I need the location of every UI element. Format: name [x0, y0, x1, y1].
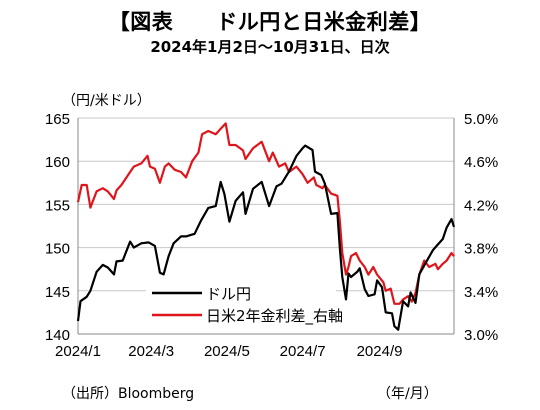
series-line-spread [76, 122, 455, 305]
grid-lines [78, 117, 454, 292]
y-right-tick-label: 3.0% [464, 327, 498, 344]
y-left-tick-label: 140 [45, 327, 70, 344]
y-left-tick-label: 145 [45, 284, 70, 301]
y-left-tick-label: 165 [45, 111, 70, 128]
chart-title: 【図表 ドル円と日米金利差】 [108, 10, 432, 34]
tick-labels: 140 145 150 155 160 165 3.0% 3.4% 3.8% 4.2% 4.6% 5.… [45, 111, 498, 360]
y-right-tick-label: 3.4% [464, 284, 498, 301]
chart-subtitle: 2024年1月2日～10月31日、日次 [150, 38, 390, 56]
y-right-tick-label: 3.8% [464, 241, 498, 258]
x-tick-label: 2024/3 [128, 343, 174, 360]
y-left-tick-label: 160 [45, 154, 70, 171]
x-tick-label: 2024/1 [55, 343, 101, 360]
y-right-tick-label: 5.0% [464, 111, 498, 128]
series-line-usdjpy [76, 144, 456, 331]
x-tick-label: 2024/9 [357, 343, 403, 360]
legend-bg [146, 304, 336, 324]
y-right-tick-label: 4.6% [464, 154, 498, 171]
y-right-tick-label: 4.2% [464, 197, 498, 214]
x-tick-label: 2024/7 [280, 343, 326, 360]
left-axis-unit: （円/米ドル） [62, 93, 151, 109]
x-axis-unit: （年/月） [377, 386, 438, 402]
y-left-tick-label: 155 [45, 197, 70, 214]
legend-label: ドル円 [206, 285, 251, 303]
legend-label: 日米2年金利差_右軸 [206, 307, 343, 326]
legend-bg [146, 282, 336, 302]
source-note: （出所）Bloomberg [62, 386, 195, 402]
y-left-tick-label: 150 [45, 241, 70, 258]
series-lines [76, 122, 456, 331]
x-tick-label: 2024/5 [204, 343, 250, 360]
